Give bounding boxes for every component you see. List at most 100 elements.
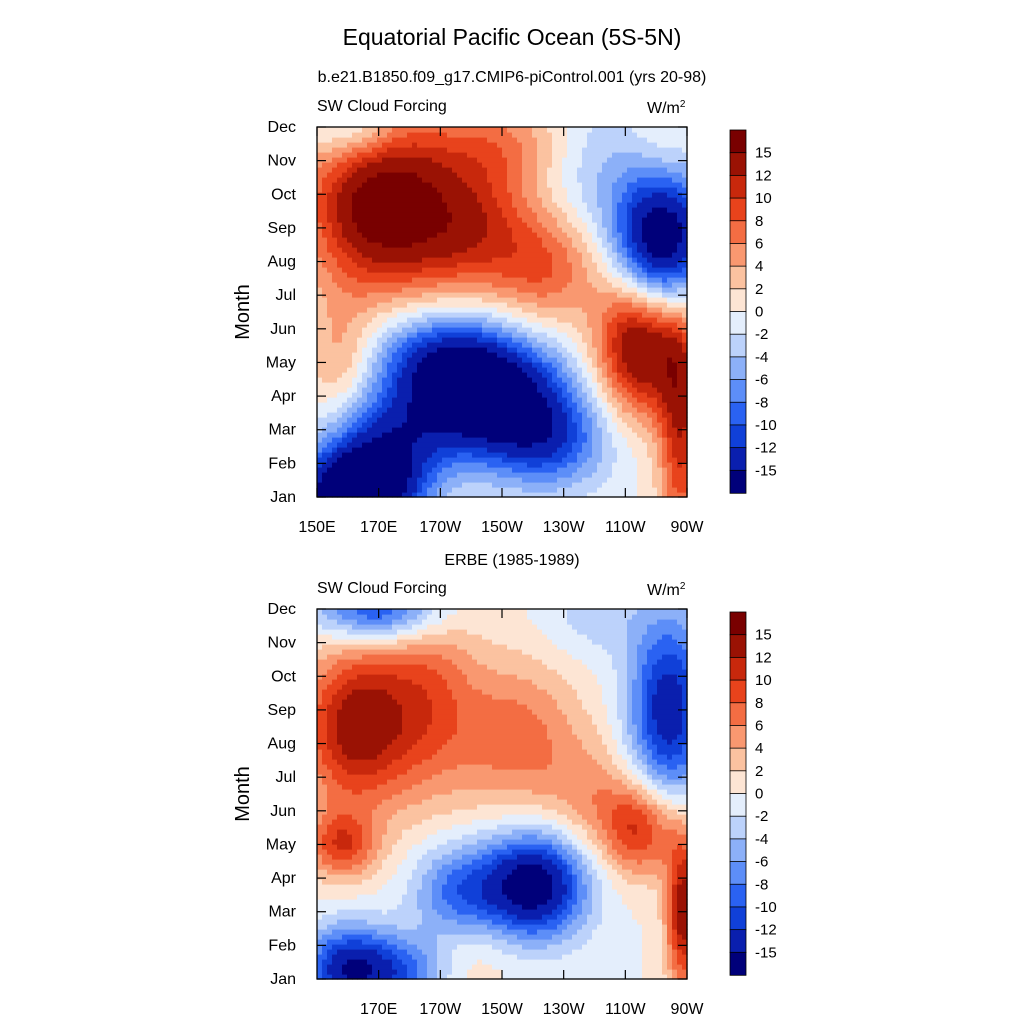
- contour-cell: [552, 357, 558, 363]
- contour-cell: [602, 437, 608, 443]
- contour-cell: [637, 442, 643, 448]
- contour-cell: [607, 392, 613, 398]
- contour-cell: [447, 267, 453, 273]
- contour-cell: [627, 202, 633, 208]
- contour-cell: [537, 297, 543, 303]
- contour-cell: [347, 272, 353, 278]
- contour-cell: [512, 387, 518, 393]
- contour-cell: [567, 422, 573, 428]
- contour-cell: [567, 257, 573, 263]
- contour-cell: [512, 292, 518, 298]
- contour-cell: [637, 357, 643, 363]
- contour-cell: [337, 432, 343, 438]
- contour-cell: [467, 387, 473, 393]
- contour-cell: [462, 467, 468, 473]
- contour-cell: [647, 172, 653, 178]
- contour-cell: [327, 357, 333, 363]
- contour-cell: [502, 312, 508, 318]
- contour-cell: [597, 257, 603, 263]
- contour-cell: [537, 287, 543, 293]
- contour-cell: [402, 292, 408, 298]
- contour-cell: [592, 477, 598, 483]
- contour-cell: [467, 152, 473, 158]
- contour-cell: [542, 467, 548, 473]
- contour-cell: [597, 127, 603, 133]
- contour-cell: [412, 207, 418, 213]
- contour-cell: [377, 317, 383, 323]
- contour-cell: [427, 167, 433, 173]
- contour-cell: [617, 162, 623, 168]
- contour-cell: [562, 422, 568, 428]
- contour-cell: [517, 167, 523, 173]
- contour-cell: [527, 197, 533, 203]
- contour-cell: [437, 167, 443, 173]
- contour-cell: [337, 172, 343, 178]
- contour-cell: [327, 207, 333, 213]
- contour-cell: [597, 137, 603, 143]
- contour-cell: [592, 277, 598, 283]
- contour-cell: [652, 377, 658, 383]
- contour-cell: [442, 467, 448, 473]
- contour-cell: [572, 137, 578, 143]
- contour-cell: [487, 242, 493, 248]
- contour-cell: [342, 402, 348, 408]
- contour-cell: [387, 197, 393, 203]
- contour-cell: [432, 192, 438, 198]
- contour-cell: [592, 272, 598, 278]
- contour-cell: [647, 367, 653, 373]
- contour-cell: [557, 472, 563, 478]
- contour-cell: [342, 182, 348, 188]
- contour-cell: [362, 252, 368, 258]
- contour-cell: [327, 467, 333, 473]
- contour-cell: [402, 392, 408, 398]
- contour-cell: [607, 417, 613, 423]
- contour-cell: [407, 472, 413, 478]
- contour-cell: [347, 392, 353, 398]
- contour-cell: [432, 392, 438, 398]
- contour-cell: [567, 142, 573, 148]
- contour-cell: [637, 192, 643, 198]
- contour-cell: [347, 407, 353, 413]
- contour-cell: [612, 477, 618, 483]
- contour-cell: [617, 482, 623, 488]
- contour-cell: [352, 237, 358, 243]
- contour-cell: [427, 222, 433, 228]
- contour-cell: [577, 137, 583, 143]
- contour-cell: [427, 172, 433, 178]
- contour-cell: [342, 242, 348, 248]
- contour-cell: [337, 477, 343, 483]
- contour-cell: [352, 332, 358, 338]
- contour-cell: [392, 237, 398, 243]
- contour-cell: [367, 347, 373, 353]
- contour-cell: [572, 167, 578, 173]
- contour-cell: [347, 357, 353, 363]
- contour-cell: [582, 312, 588, 318]
- contour-cell: [377, 417, 383, 423]
- contour-cell: [587, 337, 593, 343]
- contour-cell: [432, 467, 438, 473]
- contour-cell: [387, 457, 393, 463]
- contour-cell: [402, 217, 408, 223]
- contour-cell: [517, 352, 523, 358]
- contour-cell: [377, 332, 383, 338]
- contour-cell: [457, 377, 463, 383]
- contour-cell: [372, 322, 378, 328]
- contour-cell: [517, 402, 523, 408]
- contour-cell: [327, 297, 333, 303]
- contour-cell: [487, 132, 493, 138]
- contour-cell: [542, 157, 548, 163]
- contour-cell: [587, 187, 593, 193]
- contour-cell: [607, 192, 613, 198]
- contour-cell: [437, 152, 443, 158]
- contour-cell: [567, 232, 573, 238]
- contour-cell: [572, 187, 578, 193]
- contour-cell: [582, 212, 588, 218]
- contour-cell: [327, 137, 333, 143]
- contour-cell: [447, 352, 453, 358]
- contour-cell: [522, 252, 528, 258]
- contour-cell: [332, 197, 338, 203]
- contour-cell: [332, 207, 338, 213]
- contour-cell: [482, 147, 488, 153]
- contour-cell: [352, 277, 358, 283]
- contour-cell: [447, 357, 453, 363]
